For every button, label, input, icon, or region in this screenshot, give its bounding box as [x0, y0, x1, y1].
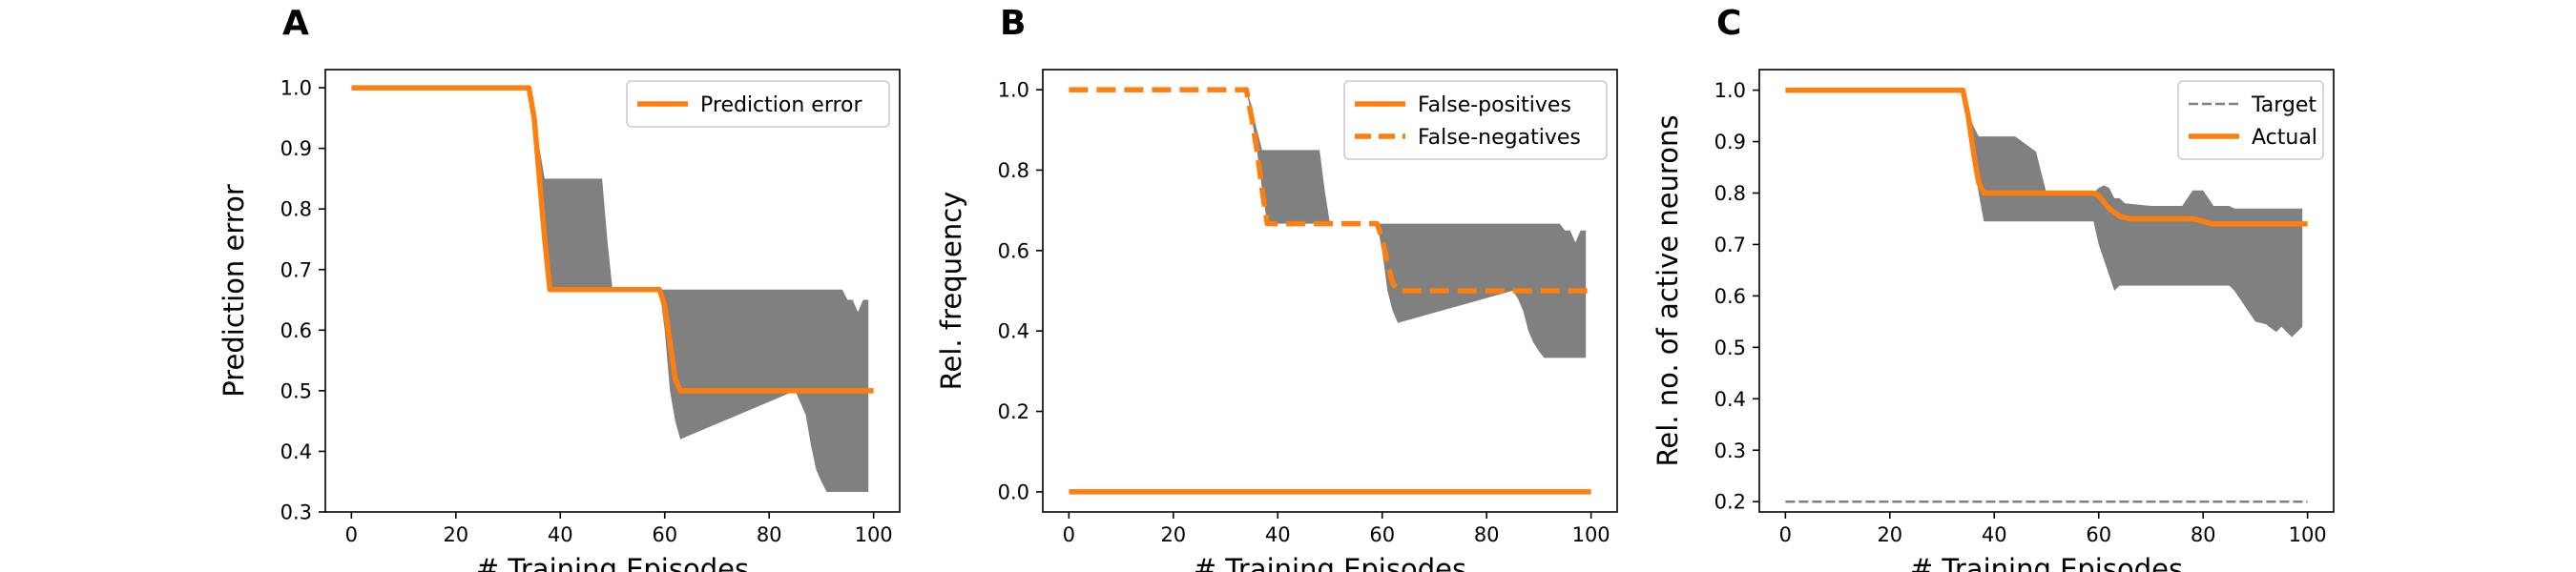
- y-axis-label: Prediction error: [218, 184, 250, 398]
- x-tick-label: 40: [1265, 523, 1291, 546]
- x-tick-label: 20: [1160, 523, 1186, 546]
- legend-label: False-negatives: [1418, 126, 1581, 150]
- legend-box: [2177, 80, 2324, 160]
- y-tick-label: 0.9: [1714, 131, 1746, 153]
- y-axis-label: Rel. frequency: [935, 192, 967, 391]
- x-tick-label: 20: [1877, 523, 1902, 546]
- axes-frame: [1042, 69, 1618, 513]
- x-tick-label: 80: [757, 523, 782, 546]
- y-tick-label: 0.4: [280, 440, 312, 463]
- x-tick-label: 80: [1474, 523, 1500, 546]
- y-tick-label: 0.6: [280, 319, 312, 342]
- y-tick-label: 0.3: [280, 501, 312, 524]
- legend-box: [1343, 80, 1608, 160]
- y-tick-label: 0.4: [1714, 388, 1746, 411]
- x-axis-label: # Training Episodes: [1910, 553, 2183, 572]
- axes-frame: [1758, 69, 2335, 513]
- y-tick-label: 0.7: [280, 258, 312, 281]
- x-tick-label: 60: [1369, 523, 1395, 546]
- legend-label: Actual: [2252, 126, 2317, 150]
- x-tick-label: 0: [1063, 523, 1075, 546]
- x-tick-label: 100: [1572, 523, 1610, 546]
- x-tick-label: 40: [1982, 523, 2007, 546]
- x-tick-label: 0: [345, 523, 358, 546]
- series-line: [1785, 87, 2308, 227]
- y-tick-label: 0.8: [1714, 182, 1746, 205]
- series-line: [1069, 87, 1591, 294]
- legend-box: [626, 80, 890, 128]
- y-tick-label: 1.0: [1714, 79, 1746, 102]
- legend-label: Prediction error: [700, 93, 862, 117]
- legend-label: Target: [2251, 93, 2316, 117]
- axes-frame: [324, 69, 901, 513]
- x-tick-label: 40: [548, 523, 573, 546]
- y-tick-label: 0.5: [1714, 337, 1746, 359]
- x-axis-label: # Training Episodes: [1194, 553, 1466, 572]
- y-tick-label: 1.0: [998, 79, 1029, 102]
- series-line: [351, 85, 874, 394]
- y-tick-label: 0.3: [1714, 439, 1746, 462]
- x-tick-label: 0: [1779, 523, 1792, 546]
- y-tick-label: 0.9: [280, 137, 312, 160]
- panel-label: B: [1000, 4, 1026, 43]
- y-tick-label: 0.7: [1714, 234, 1746, 256]
- y-tick-label: 0.4: [998, 320, 1029, 343]
- legend-label: False-positives: [1418, 93, 1571, 117]
- x-tick-label: 100: [2289, 523, 2327, 546]
- y-tick-label: 0.8: [998, 159, 1029, 182]
- panel-label: C: [1716, 4, 1741, 43]
- y-axis-label: Rel. no. of active neurons: [1652, 115, 1684, 467]
- x-tick-label: 60: [652, 523, 677, 546]
- y-tick-label: 0.6: [998, 239, 1029, 262]
- y-tick-label: 0.0: [998, 480, 1029, 503]
- x-tick-label: 20: [443, 523, 468, 546]
- y-tick-label: 0.8: [280, 198, 312, 221]
- x-tick-label: 100: [855, 523, 893, 546]
- y-tick-label: 0.2: [998, 400, 1029, 423]
- y-tick-label: 0.2: [1714, 491, 1746, 514]
- uncertainty-band: [1963, 90, 2303, 337]
- y-tick-label: 0.5: [280, 379, 312, 402]
- x-tick-label: 60: [2086, 523, 2111, 546]
- y-tick-label: 0.6: [1714, 285, 1746, 308]
- x-axis-label: # Training Episodes: [476, 553, 749, 572]
- y-tick-label: 1.0: [280, 77, 312, 100]
- panel-label: A: [282, 4, 309, 43]
- x-tick-label: 80: [2191, 523, 2216, 546]
